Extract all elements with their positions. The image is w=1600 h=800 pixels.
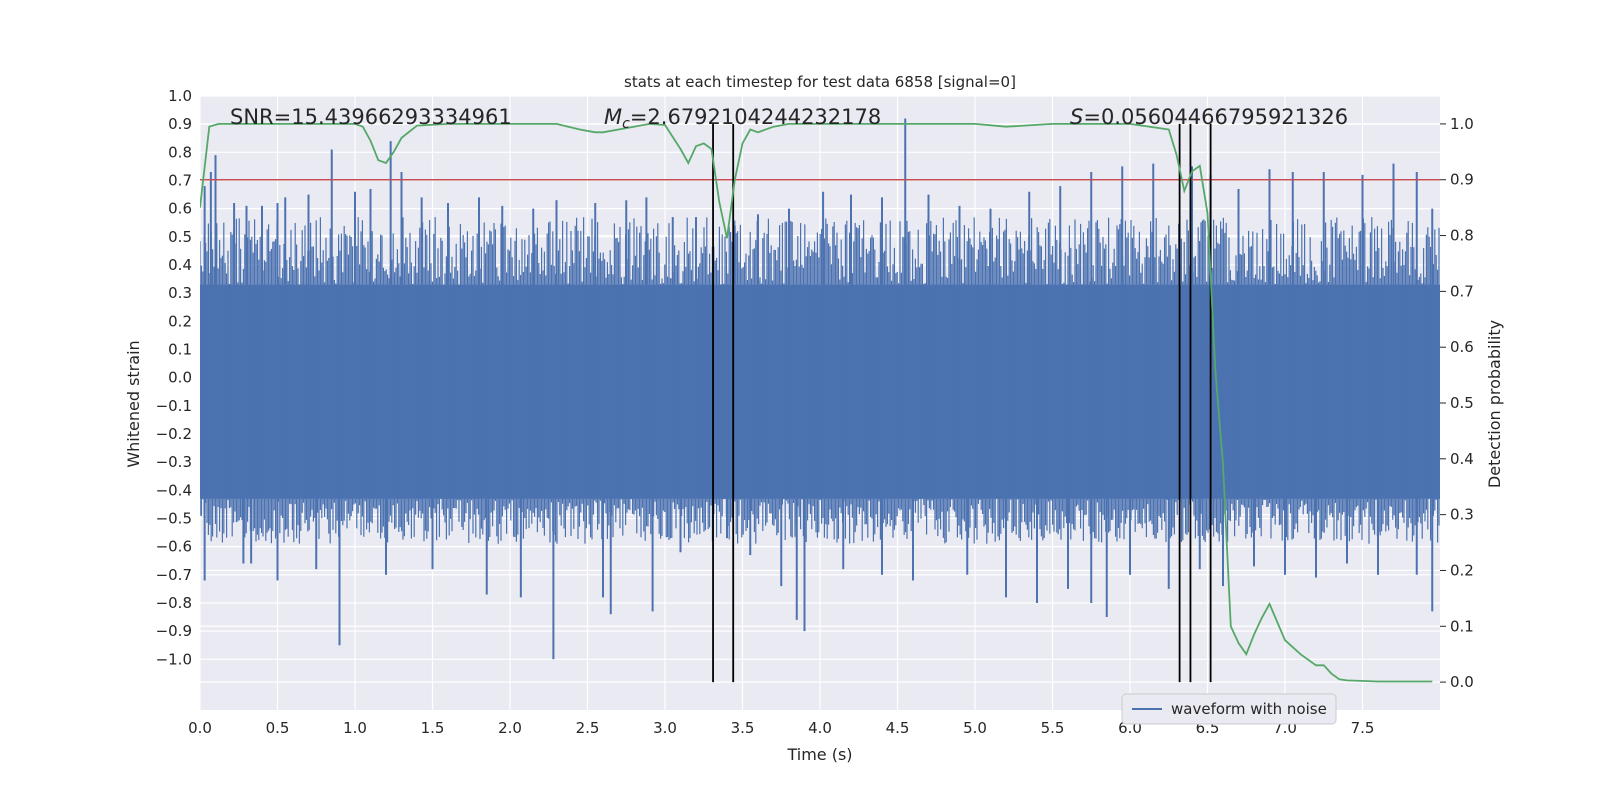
y2-tick-label: 0.2 (1450, 561, 1474, 579)
x-tick-label: 1.5 (421, 719, 445, 737)
y-tick-label: −0.7 (156, 566, 192, 584)
y-tick-label: −0.3 (156, 453, 192, 471)
y-tick-label: −0.8 (156, 594, 192, 612)
mc-subscript: c (622, 116, 630, 132)
s-value: =0.05604466795921326 (1083, 105, 1348, 129)
y-tick-label: −0.9 (156, 622, 192, 640)
y-tick-label: −1.0 (156, 650, 192, 668)
vertical-markers (712, 123, 1212, 683)
y-tick-label: 0.2 (168, 312, 192, 330)
x-axis-label: Time (s) (786, 745, 852, 764)
y-tick-label: 1.0 (168, 87, 192, 105)
y2-tick-label: 0.4 (1450, 450, 1474, 468)
x-tick-label: 2.0 (498, 719, 522, 737)
y-tick-label: 0.5 (168, 228, 192, 246)
y2-tick-label: 0.6 (1450, 338, 1474, 356)
s-symbol: S (1070, 105, 1083, 129)
x-tick-label: 5.0 (963, 719, 987, 737)
y2-tick-label: 0.0 (1450, 673, 1474, 691)
legend-label: waveform with noise (1171, 700, 1327, 718)
probability-line (200, 122, 1433, 683)
y-tick-label: 0.8 (168, 143, 192, 161)
y-tick-label: −0.5 (156, 509, 192, 527)
y2-tick-labels: 1.0 0.9 0.8 0.7 0.6 0.5 0.4 0.3 0.2 0.1 0.0 (1440, 115, 1474, 691)
y2-tick-label: 0.9 (1450, 171, 1474, 189)
x-tick-label: 0.0 (188, 719, 212, 737)
y-tick-label: −0.1 (156, 397, 192, 415)
mc-symbol: M (604, 105, 622, 129)
y-tick-label: 0.0 (168, 369, 192, 387)
y2-tick-label: 0.5 (1450, 394, 1474, 412)
y-tick-label: 0.3 (168, 284, 192, 302)
y-tick-label: 0.9 (168, 115, 192, 133)
x-tick-label: 1.0 (343, 719, 367, 737)
legend-box (1121, 693, 1337, 725)
waveform-series (200, 118, 1440, 660)
x-tick-label: 3.0 (653, 719, 677, 737)
x-tick-label: 7.5 (1351, 719, 1375, 737)
y-axis-label: Whitened strain (124, 340, 143, 467)
x-tick-label: 4.0 (808, 719, 832, 737)
mc-value: =2.6792104244232178 (630, 105, 881, 129)
y2-tick-label: 0.8 (1450, 227, 1474, 245)
y-tick-label: 0.6 (168, 200, 192, 218)
y-tick-label: −0.4 (156, 481, 192, 499)
y2-tick-label: 0.3 (1450, 506, 1474, 524)
x-tick-label: 2.5 (576, 719, 600, 737)
y-tick-label: 0.1 (168, 340, 192, 358)
y-tick-label: 0.7 (168, 171, 192, 189)
x-tick-label: 4.5 (886, 719, 910, 737)
y-tick-label: 0.4 (168, 256, 192, 274)
y2-tick-label: 0.1 (1450, 617, 1474, 635)
y2-axis-label: Detection probability (1485, 320, 1504, 488)
y-tick-label: −0.6 (156, 538, 192, 556)
y-tick-label: −0.2 (156, 425, 192, 443)
x-tick-label: 0.5 (266, 719, 290, 737)
y2-tick-label: 1.0 (1450, 115, 1474, 133)
y2-tick-label: 0.7 (1450, 282, 1474, 300)
y-tick-labels: 1.0 0.9 0.8 0.7 0.6 0.5 0.4 0.3 0.2 0.1 0.0 −0.1 −0.… (156, 87, 192, 668)
legend: waveform with noise (1121, 693, 1337, 725)
s-annotation: S=0.05604466795921326 (1070, 105, 1348, 129)
x-tick-label: 3.5 (731, 719, 755, 737)
snr-annotation: SNR=15.43966293334961 (230, 105, 512, 129)
mc-annotation: Mc=2.6792104244232178 (604, 105, 881, 132)
chart-title: stats at each timestep for test data 685… (624, 73, 1016, 91)
x-tick-label: 5.5 (1041, 719, 1065, 737)
